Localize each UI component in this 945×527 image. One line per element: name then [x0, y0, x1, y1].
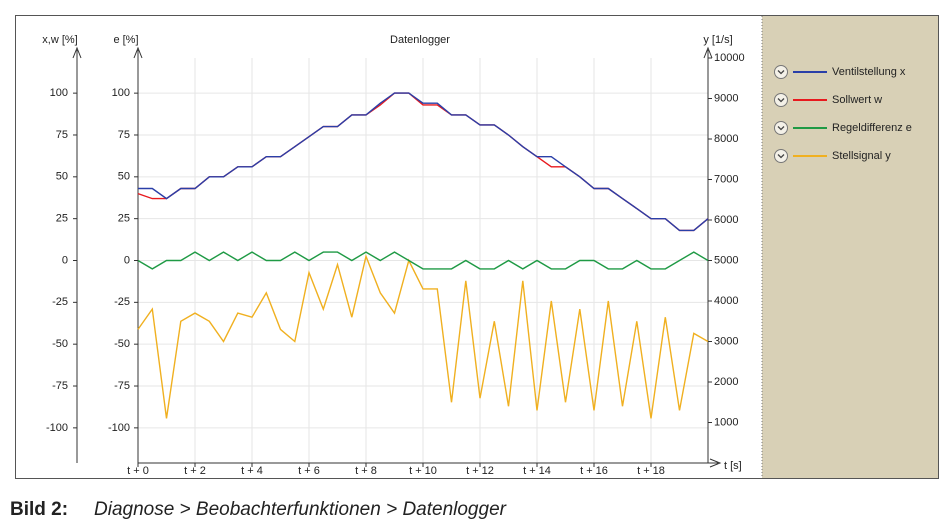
x-tick-label: t + 8 — [355, 465, 377, 477]
y-tick-label: -25 — [52, 296, 68, 308]
e-tick-label: -100 — [108, 422, 130, 434]
axis-arrow — [703, 46, 713, 59]
y-tick-label: -50 — [52, 338, 68, 350]
x-tick-label: t + 6 — [298, 465, 320, 477]
x-tick-label: t + 12 — [466, 465, 494, 477]
y-tick-label: 75 — [56, 129, 68, 141]
series-line — [137, 254, 709, 419]
y2-tick-label: 6000 — [714, 214, 738, 226]
series-line — [137, 251, 709, 270]
y-tick-label: 0 — [62, 254, 68, 266]
x-tick-label: t + 16 — [580, 465, 608, 477]
y2-tick-label: 10000 — [714, 52, 745, 64]
chart-title: Datenlogger — [390, 34, 450, 46]
y2-tick-label: 4000 — [714, 295, 738, 307]
y2-tick-label: 1000 — [714, 416, 738, 428]
e-tick-label: -25 — [114, 296, 130, 308]
legend-item[interactable]: Regeldifferenz e — [774, 121, 912, 135]
y-tick-label: 25 — [56, 213, 68, 225]
legend-toggle — [774, 149, 788, 163]
y2-tick-label: 7000 — [714, 173, 738, 185]
chevron-icon — [777, 70, 785, 75]
e-tick-label: 75 — [118, 129, 130, 141]
legend-label: Ventilstellung x — [832, 66, 906, 78]
legend-item[interactable]: Stellsignal y — [774, 149, 892, 163]
legend-label: Stellsignal y — [832, 150, 891, 162]
legend-item[interactable]: Ventilstellung x — [774, 65, 906, 79]
caption-label: Bild 2: — [10, 499, 68, 520]
y2-axis-label: y [1/s] — [703, 34, 732, 46]
y2-tick-label: 2000 — [714, 376, 738, 388]
legend-toggle — [774, 65, 788, 79]
e-tick-label: 100 — [112, 87, 130, 99]
y-tick-label: 100 — [50, 87, 68, 99]
x-tick-label: t + 10 — [409, 465, 437, 477]
e-tick-label: 50 — [118, 171, 130, 183]
y-tick-label: -75 — [52, 380, 68, 392]
x-tick-label: t + 4 — [241, 465, 263, 477]
x-tick-label: t + 14 — [523, 465, 551, 477]
x-tick-label: t + 0 — [127, 465, 149, 477]
y-tick-label: -100 — [46, 422, 68, 434]
legend-toggle — [774, 93, 788, 107]
axis-arrow — [709, 458, 722, 468]
chevron-icon — [777, 126, 785, 131]
y-tick-label: 50 — [56, 171, 68, 183]
y2-tick-label: 3000 — [714, 335, 738, 347]
x-axis-label: t [s] — [724, 460, 742, 472]
y2-tick-label: 5000 — [714, 254, 738, 266]
chevron-icon — [777, 154, 785, 159]
legend-panel — [762, 16, 938, 478]
legend-label: Sollwert w — [832, 94, 882, 106]
y-axis-label: x,w [%] — [42, 34, 77, 46]
legend-toggle — [774, 121, 788, 135]
x-tick-label: t + 18 — [637, 465, 665, 477]
e-tick-label: -50 — [114, 338, 130, 350]
caption-text: Diagnose > Beobachterfunktionen > Datenl… — [94, 499, 507, 520]
legend-label: Regeldifferenz e — [832, 122, 912, 134]
axis-arrow — [72, 46, 82, 59]
e-tick-label: 25 — [118, 213, 130, 225]
x-tick-label: t + 2 — [184, 465, 206, 477]
y2-tick-label: 8000 — [714, 133, 738, 145]
e-axis-label: e [%] — [113, 34, 138, 46]
e-tick-label: -75 — [114, 380, 130, 392]
chevron-icon — [777, 98, 785, 103]
legend-item[interactable]: Sollwert w — [774, 93, 883, 107]
y2-tick-label: 9000 — [714, 92, 738, 104]
series-line — [138, 92, 709, 232]
axis-arrow — [133, 46, 143, 59]
axes — [72, 46, 722, 468]
e-tick-label: 0 — [124, 254, 130, 266]
